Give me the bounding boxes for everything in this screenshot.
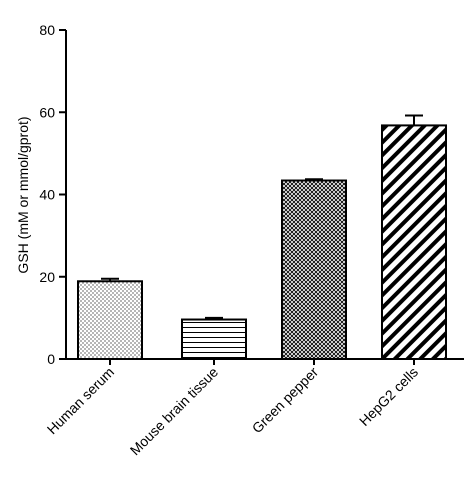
y-tick-label: 40 bbox=[39, 187, 55, 203]
y-tick-label: 80 bbox=[39, 22, 55, 38]
x-tick-label: HepG2 cells bbox=[356, 364, 421, 429]
bar bbox=[77, 280, 143, 360]
bars bbox=[77, 114, 447, 360]
x-tick-label: Mouse brain tissue bbox=[127, 364, 222, 459]
y-tick-label: 20 bbox=[39, 269, 55, 285]
y-tick-label: 0 bbox=[47, 351, 55, 367]
y-axis-label: GSH (mM or mmol/gprot) bbox=[15, 116, 31, 273]
bar bbox=[281, 179, 347, 360]
x-tick-label: Green pepper bbox=[249, 364, 322, 437]
bar bbox=[381, 124, 447, 360]
y-tick-label: 60 bbox=[39, 104, 55, 120]
y-ticks: 0 20 40 60 80 bbox=[39, 22, 66, 367]
x-tick-labels: Human serum Mouse brain tissue Green peppe… bbox=[44, 359, 421, 458]
x-tick-label: Human serum bbox=[44, 364, 117, 437]
bar bbox=[181, 318, 247, 360]
